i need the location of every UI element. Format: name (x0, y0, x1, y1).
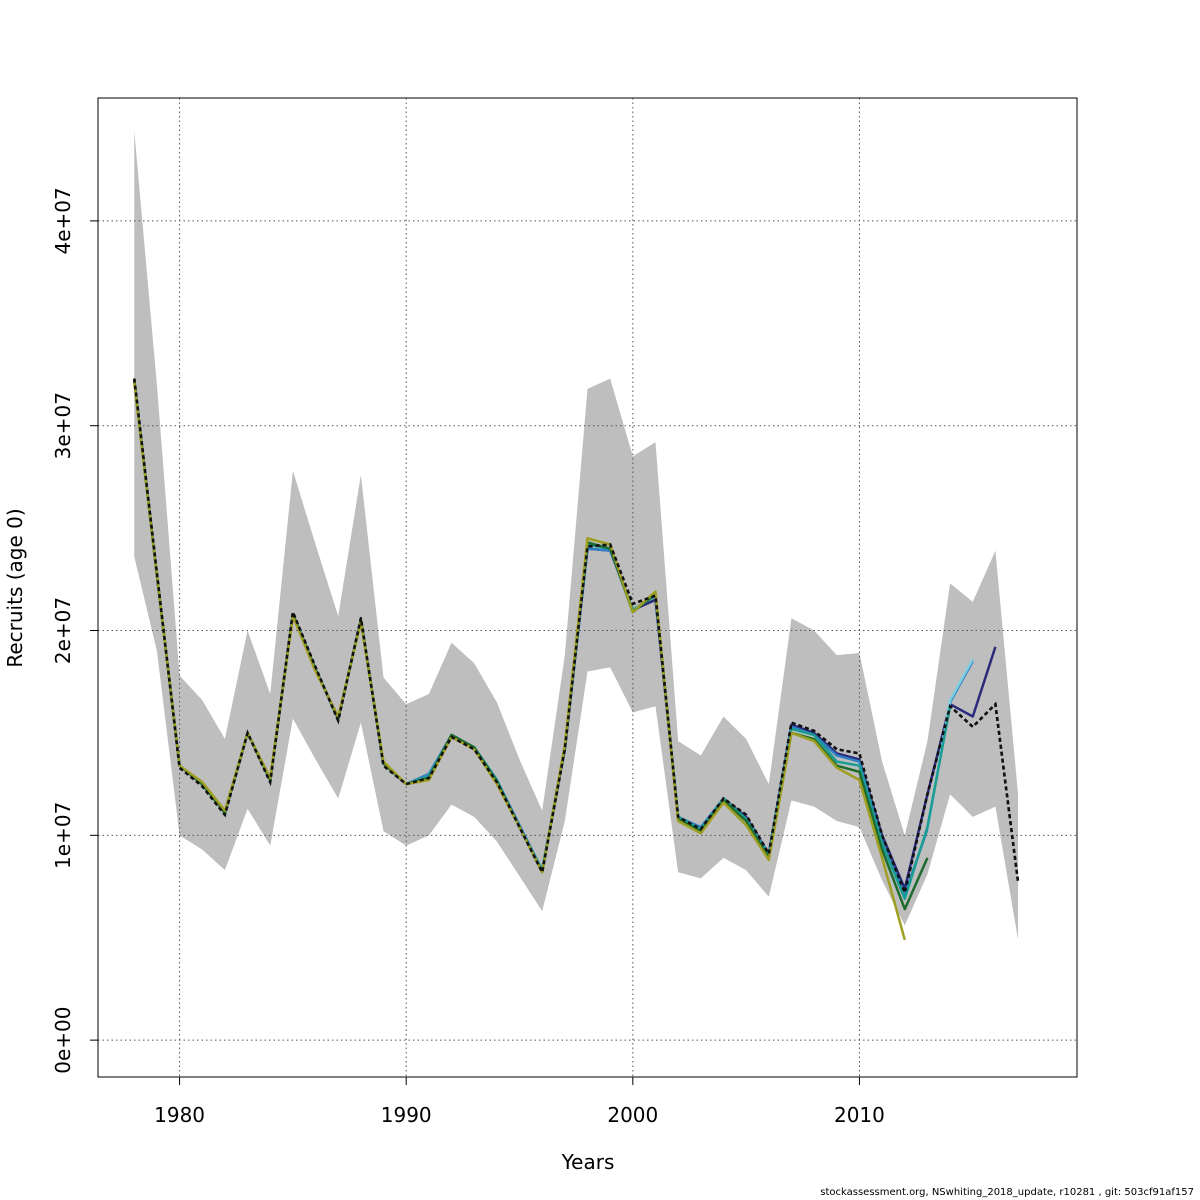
y-tick-label: 4e+07 (51, 187, 75, 254)
y-tick-label: 2e+07 (51, 597, 75, 664)
series-line-1-overlay (133, 378, 1020, 897)
x-axis-title: Years (561, 1150, 615, 1174)
plot-frame (97, 97, 1078, 1078)
x-tick-label: 1980 (154, 1103, 205, 1127)
footer-credit: stockassessment.org, NSwhiting_2018_upda… (820, 1187, 1194, 1198)
confidence-band-layer (134, 130, 1019, 940)
y-tick-label: 1e+07 (51, 802, 75, 869)
y-tick-label: 0e+00 (51, 1007, 75, 1074)
y-tick-label: 3e+07 (51, 392, 75, 459)
axis-layer: 1980 1990 2000 2010 0e+00 1e+07 2e+07 3e+07 4e+0… (51, 187, 885, 1127)
x-tick-label: 2000 (607, 1103, 658, 1127)
y-axis-title: Recruits (age 0) (3, 508, 27, 667)
series-layer (133, 378, 1020, 941)
grid-layer (98, 98, 1077, 1077)
x-tick-label: 1990 (381, 1103, 432, 1127)
confidence-band (134, 130, 1019, 940)
x-tick-label: 2010 (834, 1103, 885, 1127)
